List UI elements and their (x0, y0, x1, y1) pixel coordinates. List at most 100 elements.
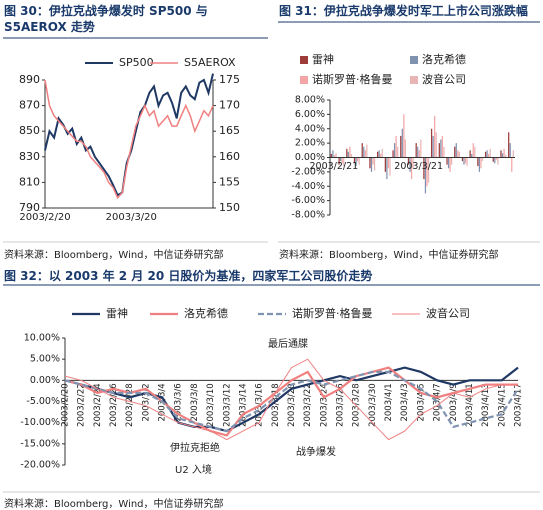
bar (427, 157, 430, 183)
bar (418, 150, 420, 158)
bar (349, 146, 351, 158)
figure-title: 图 32：以 2003 年 2 月 20 日股价为基准，四家军工公司股价走势 (4, 269, 373, 283)
y-tick-label: 850 (19, 124, 40, 137)
legend-swatch (300, 56, 308, 64)
x-tick-label: 2003/3/10 (206, 383, 216, 427)
bar (370, 157, 373, 172)
bar (378, 150, 380, 158)
bar (403, 114, 405, 158)
bar (386, 157, 388, 180)
x-tick-label: 2003/2/20 (19, 212, 70, 223)
bar (451, 157, 453, 165)
bar (463, 157, 465, 165)
x-tick-label: 2003/3/22 (303, 383, 313, 427)
bar (355, 157, 357, 167)
bar (438, 143, 440, 158)
series-line (64, 370, 519, 433)
series-line (64, 358, 518, 441)
x-tick-label: 2003/3/6 (174, 383, 184, 421)
annotation: 战争爆发 (296, 445, 336, 458)
bar (480, 157, 482, 169)
x-tick-label: 2003/3/18 (271, 383, 281, 427)
legend-label: 洛克希德 (422, 52, 466, 66)
y-tick-label: -6.00% (291, 195, 325, 206)
bar (384, 157, 386, 172)
bar (423, 157, 425, 180)
bar (500, 150, 502, 158)
bar (369, 157, 371, 169)
y-tick-label: 830 (19, 150, 40, 163)
x-tick-label: 2003/3/30 (368, 383, 378, 427)
y-tick-label: 790 (19, 201, 40, 214)
annotation: U2 入境 (175, 463, 212, 476)
bar (364, 150, 366, 158)
bar (412, 157, 414, 169)
y2-tick-label: 170 (219, 99, 240, 112)
bar (389, 157, 391, 176)
bar (343, 157, 345, 167)
bar (350, 153, 353, 158)
y-tick-label: -15.00% (20, 438, 60, 449)
legend-swatch (410, 76, 418, 84)
bar (464, 157, 467, 164)
bar (443, 146, 445, 158)
bar (446, 157, 448, 165)
bar (401, 128, 403, 158)
annotation: 最后通牒 (268, 337, 308, 350)
bar (430, 128, 433, 158)
bar (489, 148, 491, 158)
bar (393, 143, 396, 158)
x-tick-label: 2003/2/28 (125, 383, 135, 427)
bar (501, 153, 504, 158)
bar (512, 150, 514, 158)
x-tick-label: 2003/4/17 (514, 383, 524, 427)
y2-tick-label: 160 (219, 150, 240, 163)
bar (457, 150, 459, 158)
y-tick-label: -10.00% (20, 417, 60, 428)
bar (478, 157, 481, 172)
bar (440, 139, 442, 158)
bar (346, 148, 348, 158)
bar (461, 157, 464, 162)
y-tick-label: -4.00% (291, 181, 325, 192)
bar (472, 143, 474, 158)
bar (353, 157, 356, 164)
legend-label: 诺斯罗普·格鲁曼 (312, 72, 393, 86)
x-tick-label: 2003/2/20 (61, 383, 71, 427)
y-tick-label: -20.00% (20, 460, 60, 471)
bar (458, 151, 460, 158)
bar (392, 150, 394, 158)
source: 资料来源：Bloomberg，Wind，中信证券研究部 (4, 250, 224, 261)
source: 资料来源：Bloomberg，Wind，中信证券研究部 (279, 250, 499, 261)
bar (420, 139, 422, 158)
bar (426, 157, 428, 187)
bar (387, 157, 390, 169)
legend-label: 诺斯罗普·格鲁曼 (292, 306, 373, 320)
y2-tick-label: 150 (219, 201, 240, 214)
bar (495, 157, 497, 160)
x-tick-label: 2003/3/20 (287, 383, 297, 427)
bar (330, 153, 333, 158)
bar (335, 153, 337, 158)
bar (407, 157, 410, 165)
y-tick-label: 810 (19, 175, 40, 188)
y-tick-label: 2.00% (295, 138, 325, 149)
bar (340, 157, 342, 162)
bar (366, 144, 368, 158)
bar (333, 155, 336, 158)
x-tick-label: 2003/4/9 (449, 383, 459, 421)
bar (469, 150, 471, 158)
bar (492, 157, 494, 162)
bar (484, 151, 487, 158)
series-line (44, 79, 214, 200)
y2-tick-label: 175 (219, 73, 240, 86)
bar (466, 157, 468, 167)
x-tick-label: 2003/3/14 (238, 383, 248, 427)
y-tick-label: -2.00% (291, 166, 325, 177)
y-tick-label: 0.00% (30, 375, 60, 386)
bar (497, 157, 499, 165)
bar (511, 157, 513, 172)
bar (415, 143, 417, 158)
